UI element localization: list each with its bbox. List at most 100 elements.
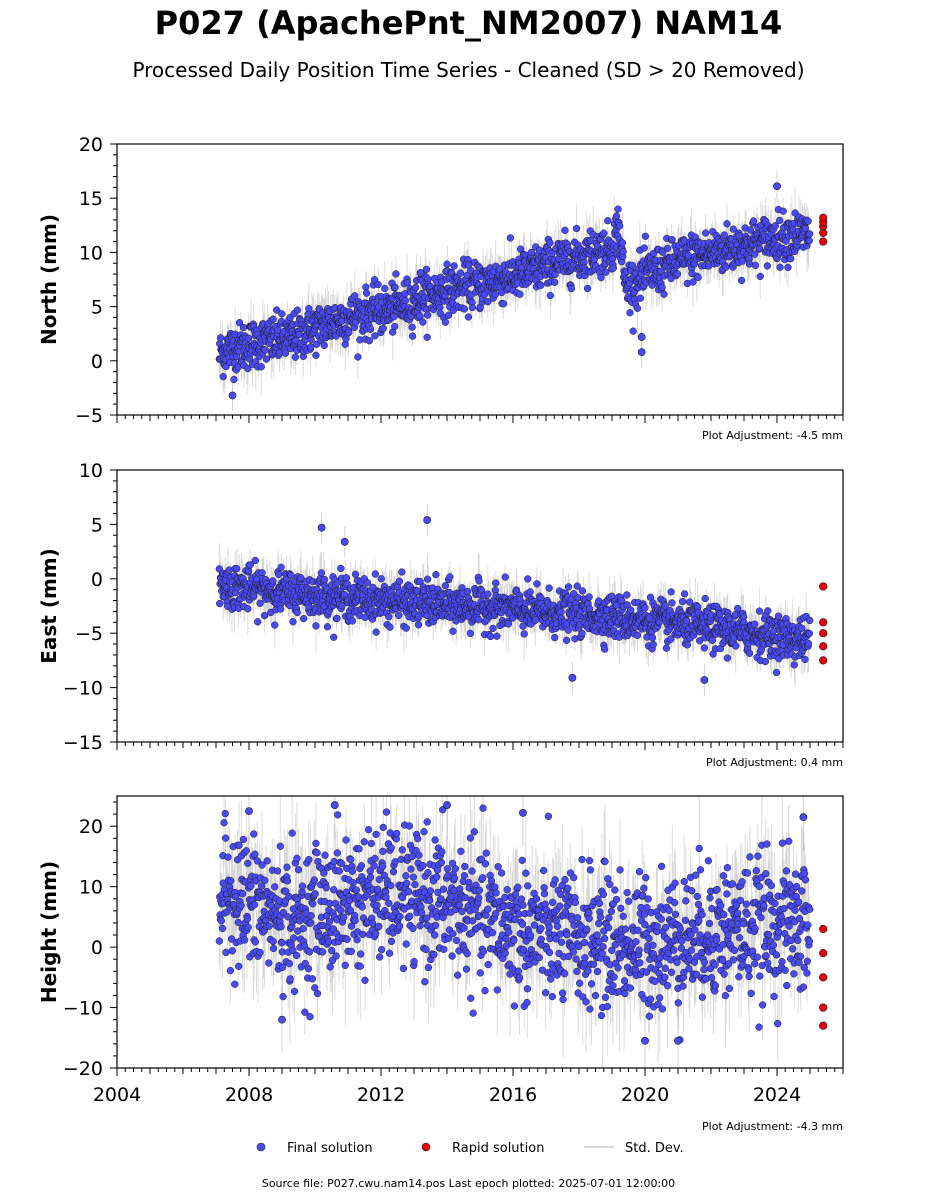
panel-east: −15 −10 −5 0 5 10 East (mm) Plot Adjustment: 0.…	[37, 460, 844, 769]
final-solution-point	[615, 633, 623, 641]
final-solution-point	[351, 570, 360, 578]
final-solution-point	[784, 263, 792, 272]
final-solution-point	[277, 605, 285, 613]
y-axis-label: East (mm)	[37, 548, 61, 664]
final-solution-point	[751, 620, 759, 628]
final-solution-point	[261, 346, 269, 354]
final-solution-point	[787, 255, 795, 263]
y-tick-label: 15	[79, 188, 103, 210]
final-solution-point	[235, 319, 244, 327]
y-tick-label: 5	[91, 297, 103, 319]
final-solution-point	[414, 621, 423, 629]
final-solution-point	[749, 217, 758, 225]
final-solution-point	[403, 278, 412, 287]
final-solution-point	[764, 607, 772, 615]
final-solution-point	[491, 290, 499, 299]
final-solution-point	[492, 579, 500, 587]
final-solution-point	[623, 591, 631, 599]
final-solution-point	[689, 278, 697, 286]
final-solution-point	[636, 294, 644, 302]
final-solution-point	[484, 298, 492, 306]
final-solution-point	[486, 632, 495, 641]
final-solution-point	[441, 318, 450, 326]
final-solution-point	[256, 599, 264, 607]
final-solution-point	[446, 573, 454, 581]
final-solution-point	[668, 236, 676, 244]
final-solution-point	[545, 584, 553, 592]
final-solution-point	[450, 262, 458, 270]
final-solution-point	[602, 268, 610, 276]
final-solution-point	[527, 248, 535, 257]
final-solution-point	[260, 611, 269, 620]
plot-area-north	[215, 170, 828, 412]
final-solution-point	[637, 348, 646, 357]
final-solution-point	[641, 232, 650, 240]
y-axis-label: North (mm)	[37, 214, 61, 345]
final-solution-point	[640, 244, 648, 252]
rapid-solution-point	[819, 582, 828, 591]
final-solution-point	[637, 333, 646, 341]
plot-adjustment-note: Plot Adjustment: -4.5 mm	[702, 429, 843, 442]
y-tick-label: 10	[79, 242, 103, 264]
final-solution-point	[771, 222, 779, 230]
final-solution-point	[281, 349, 290, 357]
final-solution-point	[254, 618, 262, 626]
final-solution-point	[805, 629, 813, 638]
final-solution-point	[392, 270, 400, 278]
final-solution-point	[363, 579, 372, 587]
final-solution-point	[720, 231, 728, 239]
final-solution-point	[422, 265, 431, 273]
final-solution-point	[219, 373, 227, 381]
final-solution-point	[700, 644, 709, 652]
final-solution-point	[680, 590, 689, 598]
final-solution-point	[464, 313, 473, 321]
final-solution-point	[755, 607, 764, 615]
final-solution-point	[737, 276, 746, 285]
final-solution-point	[805, 236, 813, 245]
final-solution-point	[564, 583, 573, 591]
final-solution-point	[351, 292, 359, 300]
y-tick-label: 0	[91, 351, 103, 373]
final-solution-point	[557, 608, 565, 616]
final-solution-point	[496, 265, 504, 273]
final-solution-point	[299, 614, 308, 623]
final-solution-point	[293, 608, 301, 617]
final-solution-point	[629, 327, 637, 335]
final-solution-point	[317, 569, 326, 577]
final-solution-point	[662, 644, 671, 652]
final-solution-point	[278, 310, 286, 318]
final-solution-point	[269, 577, 277, 585]
final-solution-point	[520, 630, 528, 638]
final-solution-point	[456, 269, 465, 277]
final-solution-point	[371, 332, 379, 340]
final-solution-point	[661, 602, 669, 610]
final-solution-point	[372, 628, 380, 636]
final-solution-point	[230, 375, 238, 384]
final-solution-point	[806, 230, 814, 238]
final-solution-point	[307, 343, 315, 351]
final-solution-point	[723, 654, 732, 662]
final-solution-point	[345, 328, 353, 337]
final-solution-point	[354, 353, 362, 361]
y-tick-label: 5	[91, 514, 103, 536]
final-solution-point	[371, 570, 379, 578]
final-solution-point	[616, 222, 624, 230]
final-solution-point	[700, 676, 709, 684]
final-solution-point	[551, 270, 559, 279]
final-solution-point	[578, 629, 586, 638]
final-solution-point	[701, 594, 709, 603]
final-solution-point	[244, 364, 252, 373]
final-solution-point	[790, 661, 798, 669]
final-solution-point	[660, 290, 668, 298]
final-solution-point	[468, 303, 476, 312]
final-solution-point	[761, 657, 770, 666]
plot-adjustment-note: Plot Adjustment: 0.4 mm	[706, 756, 843, 769]
final-solution-point	[562, 636, 571, 645]
final-solution-point	[408, 332, 417, 340]
final-solution-point	[381, 284, 389, 293]
final-solution-point	[441, 582, 450, 590]
final-solution-point	[628, 261, 636, 269]
final-solution-point	[443, 260, 451, 268]
final-solution-point	[722, 263, 730, 271]
